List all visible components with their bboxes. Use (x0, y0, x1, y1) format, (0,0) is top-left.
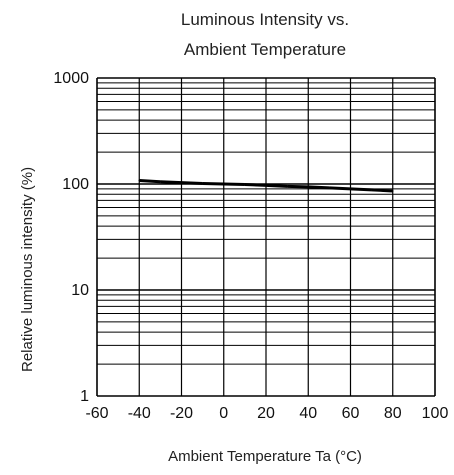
x-tick-label: -40 (128, 405, 151, 422)
series-0-segment (245, 184, 266, 185)
x-tick-label: -20 (170, 405, 193, 422)
grid (97, 78, 435, 396)
data-point (138, 180, 140, 182)
series-0-segment (351, 189, 372, 190)
y-tick-label: 100 (62, 176, 89, 193)
x-tick-label: 100 (422, 405, 449, 422)
data-point (265, 185, 267, 187)
data-point (286, 186, 288, 188)
series-0-segment (160, 182, 181, 183)
data-point (244, 184, 246, 186)
series-0-segment (308, 187, 329, 188)
data-point (392, 190, 394, 192)
series-0-segment (182, 183, 203, 184)
data-point (202, 183, 204, 185)
tick-labels: -60 -40 -20 0 20 40 60 80 100 1 10 100 1000 (53, 70, 448, 422)
x-tick-label: 40 (299, 405, 317, 422)
y-tick-label: 10 (71, 282, 89, 299)
y-tick-label: 1 (80, 388, 89, 405)
x-tick-label: 20 (257, 405, 275, 422)
data-point (160, 181, 162, 183)
y-tick-label: 1000 (53, 70, 89, 87)
data-point (223, 183, 225, 185)
series-0-segment (139, 180, 160, 181)
series-0-segment (266, 185, 287, 186)
series-0-segment (372, 190, 393, 191)
data-point (181, 182, 183, 184)
x-tick-label: -60 (85, 405, 108, 422)
x-tick-label: 0 (219, 405, 228, 422)
data-point (371, 189, 373, 191)
data-point (307, 186, 309, 188)
x-tick-label: 60 (342, 405, 360, 422)
data-point (350, 188, 352, 190)
data-point (329, 187, 331, 189)
series-0-segment (329, 188, 350, 189)
x-tick-label: 80 (384, 405, 402, 422)
